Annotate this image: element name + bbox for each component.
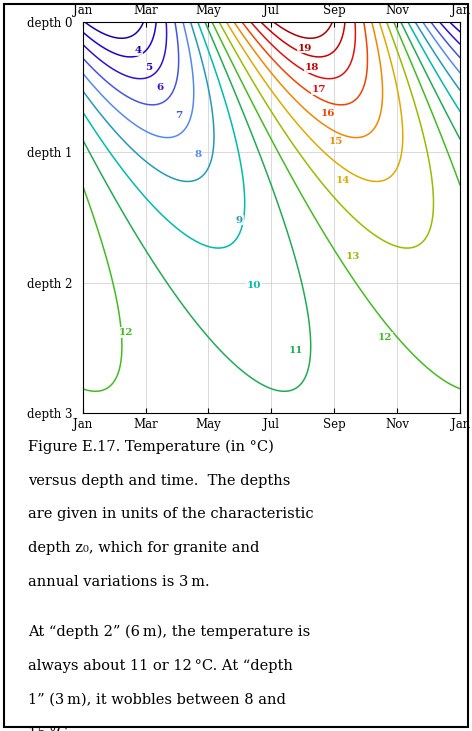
Text: 12: 12: [378, 333, 392, 342]
Text: 8: 8: [194, 151, 202, 159]
Text: 16: 16: [321, 109, 335, 118]
Text: 15 °C.: 15 °C.: [28, 726, 72, 731]
Text: 5: 5: [145, 63, 152, 72]
Text: 7: 7: [175, 111, 183, 121]
Text: 17: 17: [312, 86, 326, 94]
Text: 1” (3 m), it wobbles between 8 and: 1” (3 m), it wobbles between 8 and: [28, 692, 286, 706]
Text: 6: 6: [156, 83, 164, 91]
Text: Figure E.17. Temperature (in °C): Figure E.17. Temperature (in °C): [28, 440, 274, 455]
Text: 19: 19: [298, 44, 312, 53]
Text: 9: 9: [236, 216, 243, 224]
Text: 12: 12: [119, 327, 133, 337]
Text: 10: 10: [247, 281, 261, 289]
Text: 15: 15: [329, 137, 343, 146]
Text: are given in units of the characteristic: are given in units of the characteristic: [28, 507, 313, 521]
Text: annual variations is 3 m.: annual variations is 3 m.: [28, 575, 209, 588]
Text: 11: 11: [289, 346, 303, 355]
Text: 18: 18: [304, 63, 319, 72]
Text: depth z₀, which for granite and: depth z₀, which for granite and: [28, 541, 259, 555]
Text: 13: 13: [346, 252, 360, 261]
Text: 14: 14: [336, 176, 350, 186]
Text: 4: 4: [135, 46, 142, 55]
Text: always about 11 or 12 °C. At “depth: always about 11 or 12 °C. At “depth: [28, 659, 293, 673]
Text: versus depth and time.  The depths: versus depth and time. The depths: [28, 474, 290, 488]
Text: At “depth 2” (6 m), the temperature is: At “depth 2” (6 m), the temperature is: [28, 625, 310, 640]
